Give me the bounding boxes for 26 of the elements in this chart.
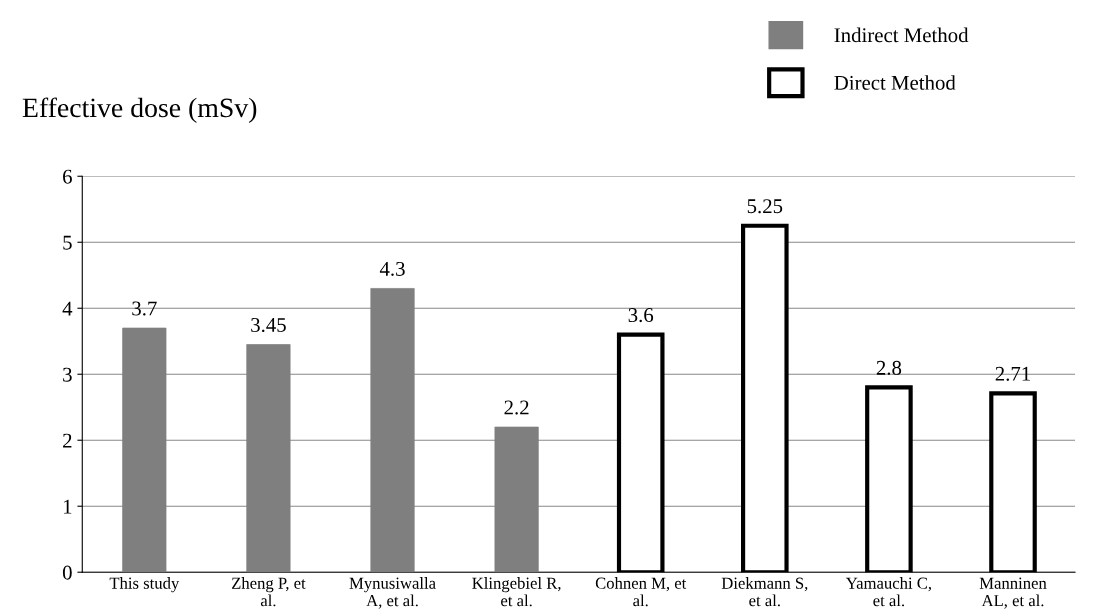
data-label: 4.3 <box>379 261 405 276</box>
legend-label: Indirect Method <box>834 27 969 43</box>
data-label: 3.45 <box>251 317 286 333</box>
x-tick-label: Klingebiel R, et al. <box>472 577 561 607</box>
y-tick-label: 5 <box>63 235 72 250</box>
y-tick-label: 6 <box>63 169 72 184</box>
x-tick-label: Zheng P, et al. <box>231 577 306 607</box>
legend-label: Direct Method <box>834 75 956 90</box>
y-tick-label: 3 <box>63 367 72 382</box>
x-tick-label: Diekmann S, et al. <box>721 577 808 607</box>
y-axis-title: Effective dose (mSv) <box>22 97 257 123</box>
x-tick-label: Mynusiwalla A, et al. <box>349 577 436 609</box>
y-tick-label: 1 <box>63 499 72 514</box>
y-tick-label: 0 <box>62 565 72 580</box>
x-tick-label: Yamauchi C, et al. <box>845 577 931 607</box>
x-tick-label: This study <box>109 577 180 593</box>
y-tick-label: 4 <box>62 301 73 316</box>
y-tick-label: 2 <box>63 433 72 448</box>
data-label: 2.71 <box>995 366 1030 381</box>
data-label: 2.8 <box>876 360 902 375</box>
data-label: 3.6 <box>628 308 654 323</box>
x-tick-label: Manninen AL, et al. <box>979 577 1047 609</box>
data-label: 5.25 <box>747 199 783 214</box>
data-label: 3.7 <box>132 301 157 316</box>
x-tick-label: Cohnen M, et al. <box>595 577 687 607</box>
data-label: 2.2 <box>504 400 529 415</box>
